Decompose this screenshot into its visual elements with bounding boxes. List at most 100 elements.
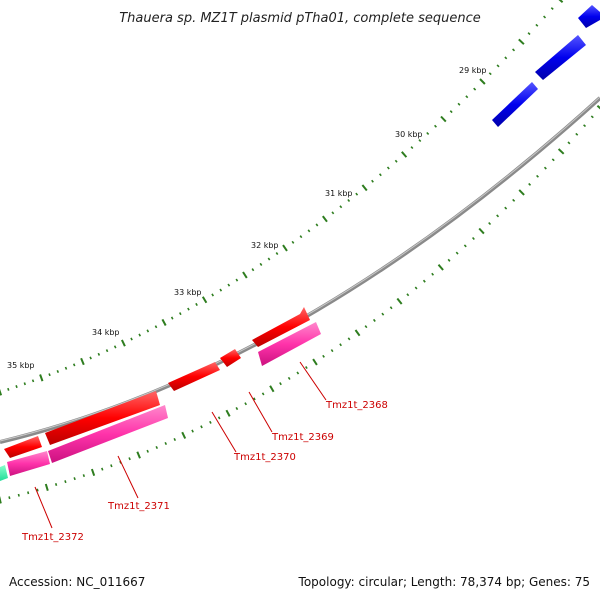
- minor-tick: [434, 124, 437, 128]
- scale-label: 29 kbp: [459, 66, 487, 75]
- gene-label-tmz1t-2371: Tmz1t_2371: [107, 501, 170, 512]
- minor-tick: [164, 441, 168, 446]
- minor-tick: [110, 464, 113, 468]
- minor-tick: [455, 251, 459, 255]
- minor-tick: [155, 445, 159, 450]
- minor-tick: [431, 272, 435, 276]
- major-tick: [557, 148, 565, 155]
- minor-tick: [551, 158, 555, 162]
- minor-tick: [146, 449, 149, 453]
- minor-tick: [244, 402, 247, 406]
- minor-tick: [170, 316, 174, 320]
- minor-tick: [54, 483, 58, 487]
- minor-tick: [355, 192, 359, 196]
- minor-tick: [7, 387, 10, 391]
- map-title: Thauera sp. MZ1T plasmid pTha01, complet…: [119, 11, 481, 26]
- gene-arrow-tmz1t-2372: [4, 436, 42, 458]
- leader-line-tmz1t-2372: [34, 486, 53, 529]
- minor-tick: [235, 407, 239, 411]
- minor-tick: [535, 23, 539, 27]
- minor-tick: [372, 318, 376, 322]
- gene-arrow-reverse-1: [492, 82, 538, 127]
- major-tick: [181, 431, 187, 439]
- cds-tmz1t-2371: [48, 405, 168, 463]
- minor-tick: [536, 174, 539, 178]
- minor-tick: [195, 302, 198, 306]
- minor-tick: [113, 345, 117, 349]
- major-tick: [269, 385, 275, 393]
- minor-tick: [389, 306, 393, 310]
- minor-tick: [82, 474, 86, 478]
- minor-tick: [130, 337, 133, 341]
- backbone-highlight: [0, 96, 600, 442]
- outer-tick-marks: [0, 0, 564, 396]
- minor-tick: [267, 257, 271, 261]
- minor-tick: [73, 477, 76, 481]
- minor-tick: [209, 420, 212, 424]
- minor-tick: [347, 199, 351, 202]
- minor-tick: [504, 206, 508, 210]
- minor-tick: [36, 488, 39, 492]
- leader-line-tmz1t-2371: [117, 455, 139, 499]
- minor-tick: [307, 229, 311, 233]
- minor-tick: [512, 48, 516, 52]
- rna-feature: [0, 465, 8, 481]
- topology-summary-text: Topology: circular; Length: 78,374 bp; G…: [298, 575, 590, 589]
- major-tick: [312, 358, 318, 366]
- major-tick: [0, 388, 3, 396]
- minor-tick: [567, 141, 571, 145]
- cds-track: [0, 322, 321, 481]
- major-tick: [0, 496, 2, 504]
- major-tick: [401, 151, 408, 158]
- accession-text: Accession: NC_011667: [9, 575, 145, 589]
- scale-label: 30 kbp: [395, 130, 423, 139]
- minor-tick: [64, 480, 67, 484]
- major-tick: [518, 189, 525, 196]
- minor-tick: [27, 491, 30, 495]
- minor-tick: [463, 244, 467, 248]
- minor-tick: [406, 293, 410, 297]
- minor-tick: [275, 252, 279, 256]
- minor-tick: [64, 366, 68, 370]
- minor-tick: [279, 382, 282, 386]
- major-tick: [479, 78, 486, 85]
- leader-line-tmz1t-2369: [248, 391, 273, 433]
- minor-tick: [371, 179, 374, 183]
- minor-tick: [322, 354, 325, 358]
- minor-tick: [138, 333, 142, 337]
- minor-tick: [512, 198, 516, 202]
- minor-tick: [178, 312, 182, 316]
- minor-tick: [23, 382, 26, 386]
- minor-tick: [381, 312, 385, 316]
- minor-tick: [146, 329, 150, 333]
- minor-tick: [543, 166, 547, 170]
- minor-tick: [287, 376, 291, 380]
- minor-tick: [394, 159, 398, 163]
- minor-tick: [219, 288, 223, 292]
- minor-tick: [449, 110, 453, 114]
- scale-labels: 29 kbp 30 kbp 31 kbp 32 kbp 33 kbp 34 kb…: [7, 66, 487, 370]
- minor-tick: [305, 366, 308, 370]
- scale-label: 34 kbp: [92, 328, 120, 337]
- minor-tick: [386, 166, 390, 170]
- minor-tick: [575, 132, 579, 136]
- minor-tick: [200, 425, 203, 429]
- minor-tick: [447, 258, 451, 262]
- scale-label: 31 kbp: [325, 189, 353, 198]
- minor-tick: [473, 87, 477, 91]
- cds-tmz1t-2368: [258, 322, 321, 366]
- minor-tick: [72, 363, 76, 367]
- major-tick: [440, 115, 447, 123]
- minor-tick: [17, 493, 20, 497]
- minor-tick: [235, 278, 239, 282]
- minor-tick: [48, 373, 51, 377]
- minor-tick: [105, 349, 109, 353]
- major-tick: [354, 329, 361, 337]
- major-tick: [136, 451, 141, 459]
- minor-tick: [56, 369, 60, 374]
- major-tick: [39, 374, 44, 382]
- gene-track: [4, 5, 600, 458]
- gene-labels: Tmz1t_2368 Tmz1t_2369 Tmz1t_2370 Tmz1t_2…: [21, 400, 388, 543]
- minor-tick: [187, 307, 190, 311]
